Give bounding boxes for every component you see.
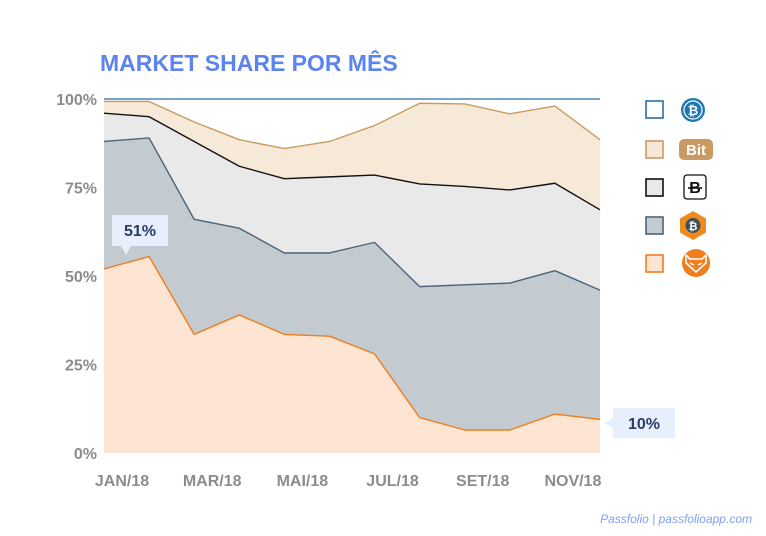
- bitcoin-icon: ₿: [681, 98, 705, 122]
- y-tick-label: 25%: [65, 358, 97, 375]
- legend-swatch-bitcoin: [645, 100, 664, 119]
- x-tick-label: JUL/18: [366, 473, 419, 490]
- bitcointrade-icon: ₿: [680, 211, 706, 240]
- x-tick-label: JAN/18: [95, 473, 149, 490]
- area-foxbit: [104, 256, 600, 453]
- y-axis-ticks: 0% 25% 50% 75% 100%: [56, 92, 97, 463]
- x-tick-label: MAR/18: [183, 473, 242, 490]
- callout-start-label: 51%: [124, 223, 156, 240]
- stacked-areas: [104, 99, 600, 453]
- svg-text:₿: ₿: [689, 221, 698, 233]
- y-tick-label: 50%: [65, 269, 97, 286]
- svg-text:₿: ₿: [688, 103, 699, 118]
- braziliex-icon: B: [683, 174, 707, 200]
- line-foxbit: [103, 255, 601, 431]
- line-bitcointrade: [103, 137, 601, 291]
- legend-swatch-bitcointrade: [645, 216, 664, 235]
- x-tick-label: NOV/18: [544, 473, 601, 490]
- bitcambio-logo-text: Bit: [686, 142, 706, 159]
- y-tick-label: 0%: [74, 446, 97, 463]
- x-axis-ticks: JAN/18 MAR/18 MAI/18 JUL/18 SET/18 NOV/18: [95, 473, 602, 490]
- legend: ₿ Bit B ₿: [645, 98, 713, 277]
- line-bitcambio: [104, 100, 601, 150]
- callout-start-bubble: [112, 215, 168, 255]
- bitcambio-icon: Bit: [679, 139, 713, 160]
- y-tick-label: 75%: [65, 181, 97, 198]
- credit-text: Passfolio | passfolioapp.com: [600, 512, 752, 526]
- legend-swatch-foxbit: [645, 254, 664, 273]
- callout-end-label: 10%: [628, 416, 660, 433]
- y-tick-label: 100%: [56, 92, 97, 109]
- callout-end: 10%: [604, 408, 675, 438]
- chart-title: MARKET SHARE POR MÊS: [100, 49, 398, 76]
- legend-swatch-braziliex: [645, 178, 664, 197]
- x-tick-label: SET/18: [456, 473, 509, 490]
- callout-end-bubble: [604, 408, 675, 438]
- legend-swatch-bitcambio: [645, 140, 664, 159]
- line-braziliex: [103, 112, 601, 211]
- foxbit-icon: [682, 249, 710, 277]
- series-lines: [103, 100, 601, 431]
- callout-start: 51%: [112, 215, 168, 255]
- x-tick-label: MAI/18: [277, 473, 329, 490]
